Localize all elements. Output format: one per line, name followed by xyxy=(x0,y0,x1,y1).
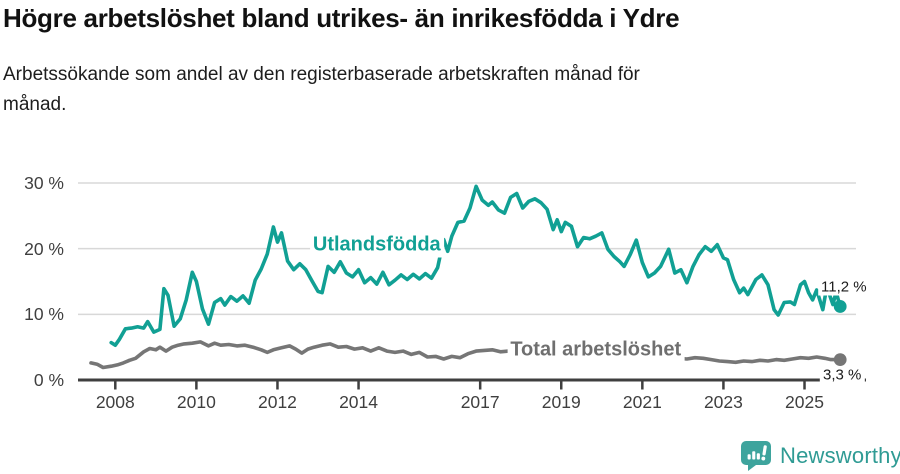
x-axis-label-2010: 2010 xyxy=(176,392,216,412)
series-end-dot-total xyxy=(833,353,847,367)
x-axis-label-2012: 2012 xyxy=(257,392,297,412)
x-axis-label-2008: 2008 xyxy=(95,392,135,412)
series-label-total: Total arbetslöshet xyxy=(507,337,685,363)
x-axis-label-2014: 2014 xyxy=(339,392,379,412)
series-line-total xyxy=(89,340,843,370)
x-axis-label-2017: 2017 xyxy=(460,392,500,412)
x-axis-label-2025: 2025 xyxy=(785,392,824,412)
y-axis-label-30%: 30 % xyxy=(24,173,64,193)
series-line-utlandsfodda xyxy=(109,184,843,348)
y-axis-label-20%: 20 % xyxy=(24,238,64,259)
chart-subtitle-line2: månad. xyxy=(3,94,67,115)
x-axis-label-2019: 2019 xyxy=(541,392,581,412)
series-end-dot-utlandsfodda xyxy=(833,300,847,313)
y-axis-label-0%: 0 % xyxy=(33,370,64,390)
chart-subtitle: Arbetssökande som andel av den registerb… xyxy=(3,60,863,120)
x-axis-label-2021: 2021 xyxy=(622,392,662,412)
x-axis-label-2023: 2023 xyxy=(703,392,743,412)
y-axis-label-10%: 10 % xyxy=(24,304,64,325)
chart-title: Högre arbetslöshet bland utrikes- än inr… xyxy=(3,3,680,33)
end-value-label-utlandsfodda: 11,2 % xyxy=(818,278,870,296)
newsworthy-logo[interactable]: Newsworthy xyxy=(740,440,900,472)
series-label-utlandsfodda: Utlandsfödda xyxy=(309,232,444,258)
chart-subtitle-line1: Arbetssökande som andel av den registerb… xyxy=(3,64,640,85)
end-value-label-total: 3,3 % xyxy=(820,366,865,384)
newsworthy-speech-bubble-icon xyxy=(741,441,771,471)
newsworthy-logo-text: Newsworthy xyxy=(780,443,900,468)
